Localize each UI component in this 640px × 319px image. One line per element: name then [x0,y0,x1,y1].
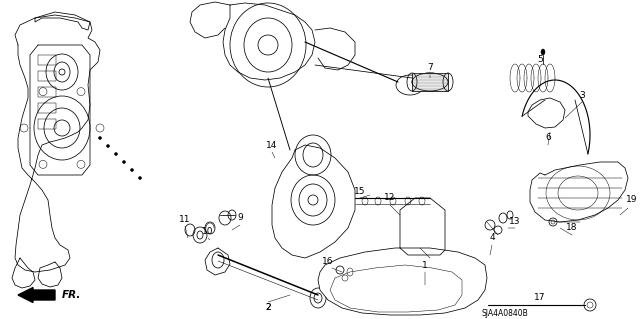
Text: 5: 5 [537,56,543,64]
Text: 19: 19 [627,196,637,204]
Text: 3: 3 [579,91,585,100]
Text: 13: 13 [509,218,521,226]
Polygon shape [318,248,487,315]
Text: 1: 1 [422,261,428,270]
Ellipse shape [122,160,125,164]
Ellipse shape [138,176,141,180]
Text: 2: 2 [265,303,271,313]
Text: 17: 17 [534,293,546,302]
Text: 11: 11 [179,216,191,225]
Text: 4: 4 [489,234,495,242]
Text: SJA4A0840B: SJA4A0840B [482,308,529,317]
Text: 16: 16 [323,257,333,266]
Text: FR.: FR. [62,290,81,300]
Text: 10: 10 [202,227,214,236]
Text: 2: 2 [265,303,271,313]
Ellipse shape [115,152,118,155]
Text: 18: 18 [566,224,578,233]
Text: 9: 9 [237,213,243,222]
Bar [38,87,56,97]
Bar [38,55,56,65]
Text: 14: 14 [266,140,278,150]
Bar [38,103,56,113]
Polygon shape [412,73,448,91]
Text: 15: 15 [355,188,365,197]
Bar [38,71,56,81]
Bar [38,119,56,129]
Ellipse shape [99,137,102,139]
Text: 6: 6 [545,133,551,143]
Ellipse shape [541,49,545,55]
Text: 12: 12 [384,194,396,203]
FancyArrow shape [18,287,55,302]
Text: 7: 7 [427,63,433,72]
Ellipse shape [106,145,109,147]
Ellipse shape [131,168,134,172]
